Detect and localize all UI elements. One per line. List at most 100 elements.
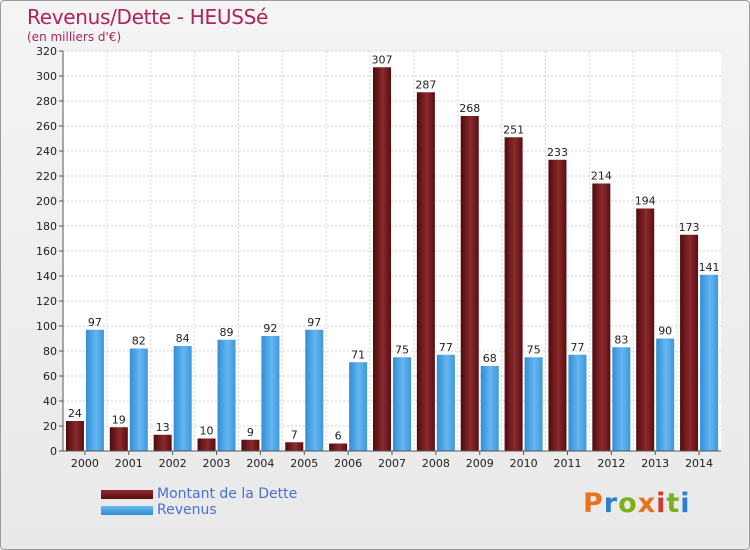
data-label-revenus: 77: [570, 341, 584, 354]
x-tick-label: 2005: [290, 457, 318, 470]
x-tick-label: 2001: [115, 457, 143, 470]
data-label-dette: 9: [247, 426, 254, 439]
y-tick-label: 260: [36, 120, 57, 133]
x-tick-label: 2010: [510, 457, 538, 470]
bar-revenus: [700, 274, 719, 451]
bar-dette: [65, 421, 84, 451]
data-label-dette: 251: [503, 123, 524, 136]
logo-letter: r: [603, 488, 619, 519]
bar-dette: [680, 234, 699, 451]
bar-revenus: [612, 347, 631, 451]
bar-dette: [197, 438, 216, 451]
legend-label-revenus: Revenus: [157, 502, 217, 518]
bar-dette: [373, 67, 391, 451]
data-label-dette: 233: [547, 146, 568, 159]
bar-revenus: [305, 329, 324, 451]
bar-dette: [504, 137, 523, 451]
x-tick-label: 2008: [422, 457, 450, 470]
y-tick-label: 200: [36, 195, 57, 208]
y-tick-label: 120: [36, 295, 57, 308]
data-label-revenus: 84: [176, 332, 190, 345]
data-label-revenus: 75: [527, 343, 541, 356]
bar-dette: [548, 159, 567, 451]
data-label-revenus: 97: [88, 316, 102, 329]
x-tick-label: 2000: [71, 457, 99, 470]
x-tick-label: 2003: [203, 457, 231, 470]
legend-label-dette: Montant de la Dette: [157, 486, 298, 502]
x-tick-label: 2007: [378, 457, 406, 470]
bar-revenus: [480, 366, 499, 451]
logo-letter: i: [680, 488, 691, 519]
bar-revenus: [656, 338, 675, 451]
y-tick-label: 100: [36, 320, 57, 333]
chart-subtitle: (en milliers d'€): [27, 30, 122, 44]
y-tick-label: 180: [36, 220, 57, 233]
x-tick-label: 2002: [159, 457, 187, 470]
data-label-dette: 6: [335, 430, 342, 443]
data-label-revenus: 89: [220, 326, 234, 339]
data-label-dette: 7: [291, 428, 298, 441]
data-label-dette: 173: [679, 221, 700, 234]
legend-swatch-dette: [101, 490, 153, 499]
logo-letter: t: [666, 488, 681, 519]
bar-revenus: [85, 329, 104, 451]
x-tick-label: 2013: [641, 457, 669, 470]
bar-dette: [109, 427, 128, 451]
bar-revenus: [393, 357, 411, 451]
bar-revenus: [568, 354, 587, 451]
y-tick-label: 160: [36, 245, 57, 258]
logo-letter: P: [583, 488, 604, 519]
y-tick-label: 320: [36, 45, 57, 58]
data-label-dette: 19: [112, 413, 126, 426]
bar-revenus: [436, 354, 455, 451]
legend: Montant de la Dette Revenus: [101, 486, 361, 519]
x-tick-label: 2006: [334, 457, 362, 470]
bar-dette: [285, 442, 304, 451]
y-tick-label: 280: [36, 95, 57, 108]
bar-revenus: [524, 357, 543, 451]
data-label-revenus: 97: [307, 316, 321, 329]
legend-item-dette: Montant de la Dette: [101, 486, 361, 503]
y-tick-label: 80: [43, 345, 57, 358]
data-label-dette: 194: [635, 195, 656, 208]
chart-title: Revenus/Dette - HEUSSé: [27, 5, 268, 29]
logo-letter: i: [656, 488, 667, 519]
data-label-dette: 287: [415, 78, 436, 91]
y-tick-label: 220: [36, 170, 57, 183]
x-tick-label: 2011: [553, 457, 581, 470]
bar-revenus: [217, 339, 236, 451]
y-tick-label: 140: [36, 270, 57, 283]
data-label-revenus: 92: [263, 322, 277, 335]
y-tick-label: 0: [50, 445, 57, 458]
bar-dette: [460, 116, 479, 451]
x-tick-label: 2004: [246, 457, 274, 470]
logo-letter: o: [618, 488, 638, 519]
logo-letter: x: [637, 488, 657, 519]
bar-revenus: [349, 362, 368, 451]
data-label-dette: 307: [372, 53, 393, 66]
y-tick-label: 60: [43, 370, 57, 383]
data-label-revenus: 90: [658, 325, 672, 338]
data-label-revenus: 71: [351, 348, 365, 361]
x-tick-label: 2014: [685, 457, 713, 470]
y-tick-label: 240: [36, 145, 57, 158]
bar-dette: [592, 183, 611, 451]
bar-revenus: [173, 346, 192, 451]
data-label-revenus: 75: [395, 343, 409, 356]
data-label-dette: 214: [591, 170, 612, 183]
data-label-revenus: 68: [483, 352, 497, 365]
data-label-revenus: 141: [699, 261, 720, 274]
bar-dette: [241, 439, 260, 451]
proxiti-logo: Proxiti: [583, 488, 691, 519]
bar-revenus: [129, 348, 148, 451]
bar-dette: [329, 443, 348, 451]
x-tick-label: 2009: [466, 457, 494, 470]
legend-swatch-revenus: [101, 506, 153, 515]
bar-dette: [416, 92, 435, 451]
bar-dette: [153, 434, 172, 451]
data-label-revenus: 82: [132, 335, 146, 348]
data-label-revenus: 83: [614, 333, 628, 346]
data-label-dette: 24: [68, 407, 82, 420]
